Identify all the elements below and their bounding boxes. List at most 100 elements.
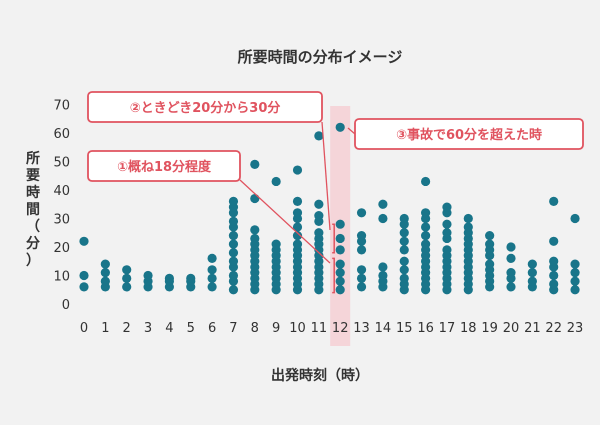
data-point bbox=[271, 239, 281, 249]
y-tick-label: 0 bbox=[62, 298, 70, 313]
data-point bbox=[314, 211, 324, 221]
data-point bbox=[485, 231, 495, 241]
data-point bbox=[207, 282, 217, 292]
data-point bbox=[314, 199, 324, 209]
x-tick-label: 10 bbox=[289, 321, 306, 336]
x-tick-label: 23 bbox=[567, 321, 584, 336]
data-point bbox=[442, 202, 452, 212]
y-axis-label-char: 分 bbox=[26, 236, 40, 252]
data-point bbox=[292, 239, 303, 249]
data-point bbox=[378, 199, 388, 209]
data-point bbox=[186, 273, 196, 283]
y-axis-label-char: 要 bbox=[26, 168, 40, 184]
y-axis-label: 所要時間（分） bbox=[26, 150, 40, 269]
data-point bbox=[506, 282, 516, 292]
data-point bbox=[314, 131, 324, 141]
data-point bbox=[506, 253, 516, 263]
data-point bbox=[292, 196, 303, 206]
data-point bbox=[463, 222, 473, 232]
callout-label: ③事故で60分を超えた時 bbox=[396, 127, 542, 143]
data-point bbox=[356, 273, 367, 283]
x-tick-label: 20 bbox=[503, 321, 520, 336]
data-point bbox=[335, 259, 345, 269]
data-point bbox=[485, 259, 495, 269]
data-point bbox=[570, 285, 580, 295]
data-point bbox=[271, 176, 281, 187]
data-point bbox=[250, 233, 260, 244]
data-point bbox=[356, 208, 367, 218]
data-point bbox=[527, 268, 537, 278]
y-tick-label: 20 bbox=[53, 241, 70, 256]
data-point bbox=[570, 268, 580, 278]
y-tick-label: 70 bbox=[53, 99, 70, 114]
x-tick-label: 11 bbox=[311, 321, 328, 336]
x-tick-label: 17 bbox=[439, 321, 456, 336]
data-point bbox=[292, 208, 303, 218]
data-point bbox=[399, 265, 409, 275]
data-point bbox=[356, 282, 367, 292]
data-point bbox=[399, 256, 409, 266]
x-tick-label: 6 bbox=[208, 321, 216, 336]
data-point bbox=[506, 242, 516, 252]
data-point bbox=[421, 176, 431, 187]
data-point bbox=[356, 231, 367, 241]
data-point bbox=[335, 268, 345, 278]
callout-label: ②ときどき20分から30分 bbox=[130, 100, 281, 116]
data-point bbox=[378, 270, 388, 281]
data-point bbox=[100, 276, 110, 286]
data-point bbox=[549, 256, 559, 266]
y-axis-label-char: 所 bbox=[26, 150, 40, 167]
x-tick-label: 18 bbox=[460, 321, 477, 336]
data-point bbox=[335, 233, 345, 244]
data-point bbox=[79, 236, 89, 246]
data-point bbox=[442, 228, 452, 238]
data-point bbox=[549, 279, 559, 289]
data-point bbox=[143, 270, 153, 281]
data-point bbox=[378, 262, 388, 272]
x-tick-label: 13 bbox=[353, 321, 370, 336]
data-point bbox=[356, 265, 367, 275]
y-tick-label: 30 bbox=[53, 213, 70, 228]
data-point bbox=[122, 282, 132, 292]
data-point bbox=[100, 268, 110, 278]
data-point bbox=[228, 196, 239, 206]
x-tick-label: 9 bbox=[272, 321, 280, 336]
data-point bbox=[228, 270, 239, 281]
x-tick-label: 21 bbox=[524, 321, 541, 336]
data-point bbox=[228, 231, 239, 241]
data-point bbox=[228, 248, 239, 258]
x-tick-label: 5 bbox=[187, 321, 195, 336]
callout-leader-line bbox=[347, 127, 356, 135]
data-point bbox=[335, 245, 345, 255]
data-point bbox=[485, 239, 495, 249]
x-tick-label: 7 bbox=[229, 321, 237, 336]
callout-box bbox=[87, 150, 241, 182]
data-point bbox=[570, 259, 580, 269]
x-tick-label: 22 bbox=[545, 321, 562, 336]
data-point bbox=[378, 213, 388, 224]
y-axis-label-char: ） bbox=[26, 253, 40, 269]
x-tick-label: 1 bbox=[101, 321, 109, 336]
bracket-18 bbox=[332, 257, 335, 294]
callout-label: ①概ね18分程度 bbox=[117, 159, 212, 175]
data-point bbox=[570, 213, 580, 224]
x-tick-label: 16 bbox=[417, 321, 434, 336]
data-point bbox=[399, 228, 409, 238]
data-point bbox=[250, 225, 260, 235]
data-point bbox=[207, 265, 217, 275]
callout-box bbox=[87, 91, 323, 123]
x-axis-label: 出発時刻（時） bbox=[271, 367, 369, 384]
data-point bbox=[228, 256, 239, 266]
data-point bbox=[79, 270, 89, 281]
callout-leader-line bbox=[239, 179, 331, 264]
data-point bbox=[228, 239, 239, 249]
callout-leader-line bbox=[321, 121, 331, 231]
data-point bbox=[292, 222, 303, 232]
data-point bbox=[463, 213, 473, 224]
data-point bbox=[335, 285, 345, 295]
data-point bbox=[527, 259, 537, 269]
x-tick-label: 12 bbox=[332, 321, 349, 336]
data-point bbox=[549, 196, 559, 206]
data-point bbox=[527, 276, 537, 286]
